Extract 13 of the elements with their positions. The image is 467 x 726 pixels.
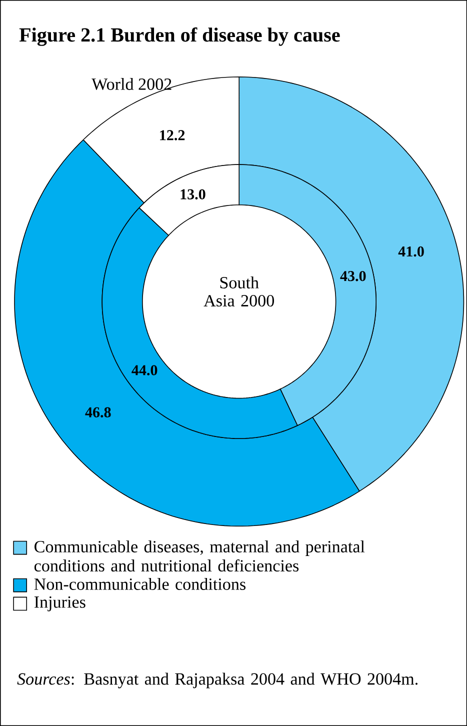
data-label: 12.2	[160, 130, 185, 140]
text: Sources: Basnyat and Rajapaksa 2004 and WHO 2004m.	[17, 672, 418, 688]
legend-label: Communicable diseases, maternal and perinatal conditions and nutritional deficiencies	[34, 540, 365, 572]
data-label: 46.8	[85, 407, 111, 418]
slice-label: World 2002	[92, 78, 172, 90]
legend-label: Injuries	[34, 596, 86, 612]
data-label: 41.0	[398, 246, 424, 257]
legend-label: Non-communicable conditions	[34, 578, 246, 590]
slice-label: South Asia 2000	[204, 276, 274, 307]
data-label: 44.0	[132, 365, 158, 376]
chart-title: Figure 2.1 Burden of disease by cause	[19, 27, 340, 46]
data-label: 13.0	[180, 189, 206, 200]
data-label: 43.0	[340, 270, 366, 282]
